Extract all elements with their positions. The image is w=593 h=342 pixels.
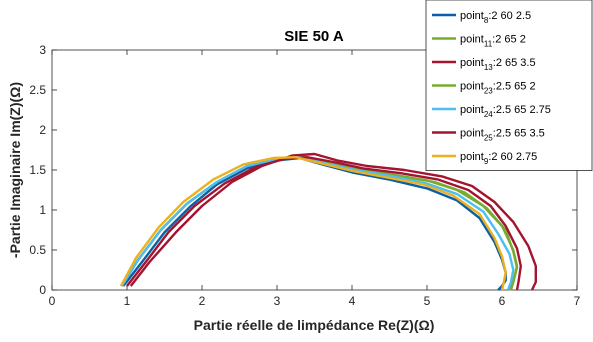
y-tick-label: 2 [39, 123, 46, 137]
series-line-3 [129, 152, 537, 291]
x-tick-label: 2 [199, 294, 206, 308]
x-tick-label: 6 [499, 294, 506, 308]
legend-entry-6: point25:2.5 65 3.5 [460, 128, 545, 143]
x-axis-label: Partie réelle de limpédance Re(Z)(Ω) [194, 317, 435, 333]
series-line-6 [126, 155, 522, 291]
legend-entry-5: point24:2.5 65 2.75 [460, 104, 551, 119]
x-tick-label: 1 [124, 294, 131, 308]
y-tick-label: 0.5 [29, 243, 46, 257]
legend-entry-7: point9:2 60 2.75 [460, 151, 537, 166]
y-axis-label: -Partie Imaginaire Im(Z)(Ω) [7, 82, 23, 258]
y-tick-label: 0 [39, 283, 46, 297]
series-line-7 [119, 155, 507, 291]
x-tick-label: 7 [574, 294, 581, 308]
series-layer [119, 152, 537, 291]
y-tick-label: 3 [39, 43, 46, 57]
series-line-5 [120, 155, 515, 291]
chart-title: SIE 50 A [284, 28, 344, 45]
legend: point8:2 60 2.5 point11:2 65 2 point13:2 6… [425, 0, 593, 171]
x-tick-label: 3 [274, 294, 281, 308]
x-tick-label: 0 [49, 294, 56, 308]
legend-entry-1: point8:2 60 2.5 [460, 10, 531, 25]
y-tick-label: 1 [39, 203, 46, 217]
x-tick-label: 4 [349, 294, 356, 308]
x-tick-label: 5 [424, 294, 431, 308]
y-tick-label: 2.5 [29, 83, 46, 97]
y-tick-label: 1.5 [29, 163, 46, 177]
legend-entry-3: point13:2 65 3.5 [460, 57, 536, 72]
legend-entry-2: point11:2 65 2 [460, 34, 526, 49]
legend-entry-4: point23:2.5 65 2 [460, 81, 536, 96]
